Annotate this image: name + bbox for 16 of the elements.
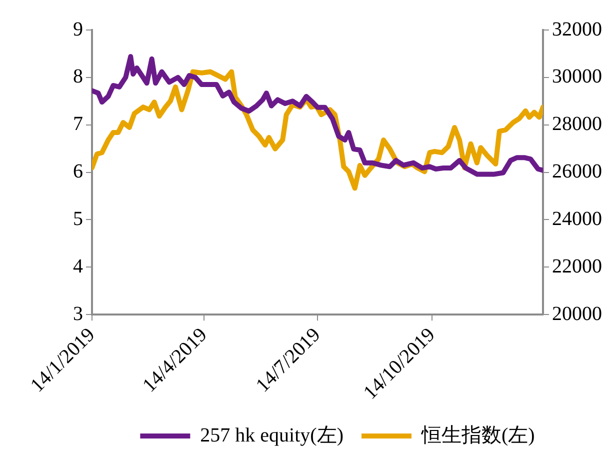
y2-tick-label: 32000 <box>552 18 602 40</box>
legend-label: 恒生指数(左) <box>420 424 535 446</box>
y-tick-label: 9 <box>73 18 83 40</box>
y2-tick-label: 22000 <box>552 255 602 278</box>
y2-tick-label: 26000 <box>552 160 602 183</box>
y-tick-label: 3 <box>73 302 83 325</box>
y-tick-label: 6 <box>73 160 83 183</box>
y-tick-label: 8 <box>73 66 83 88</box>
y-tick-label: 5 <box>73 208 83 230</box>
y2-tick-label: 20000 <box>552 302 602 325</box>
y2-tick-label: 28000 <box>552 113 602 136</box>
legend-label: 257 hk equity(左) <box>200 424 344 446</box>
y2-tick-label: 30000 <box>552 66 602 88</box>
y-tick-label: 7 <box>73 113 83 136</box>
y2-tick-label: 24000 <box>552 208 602 230</box>
y-tick-label: 4 <box>73 255 83 278</box>
